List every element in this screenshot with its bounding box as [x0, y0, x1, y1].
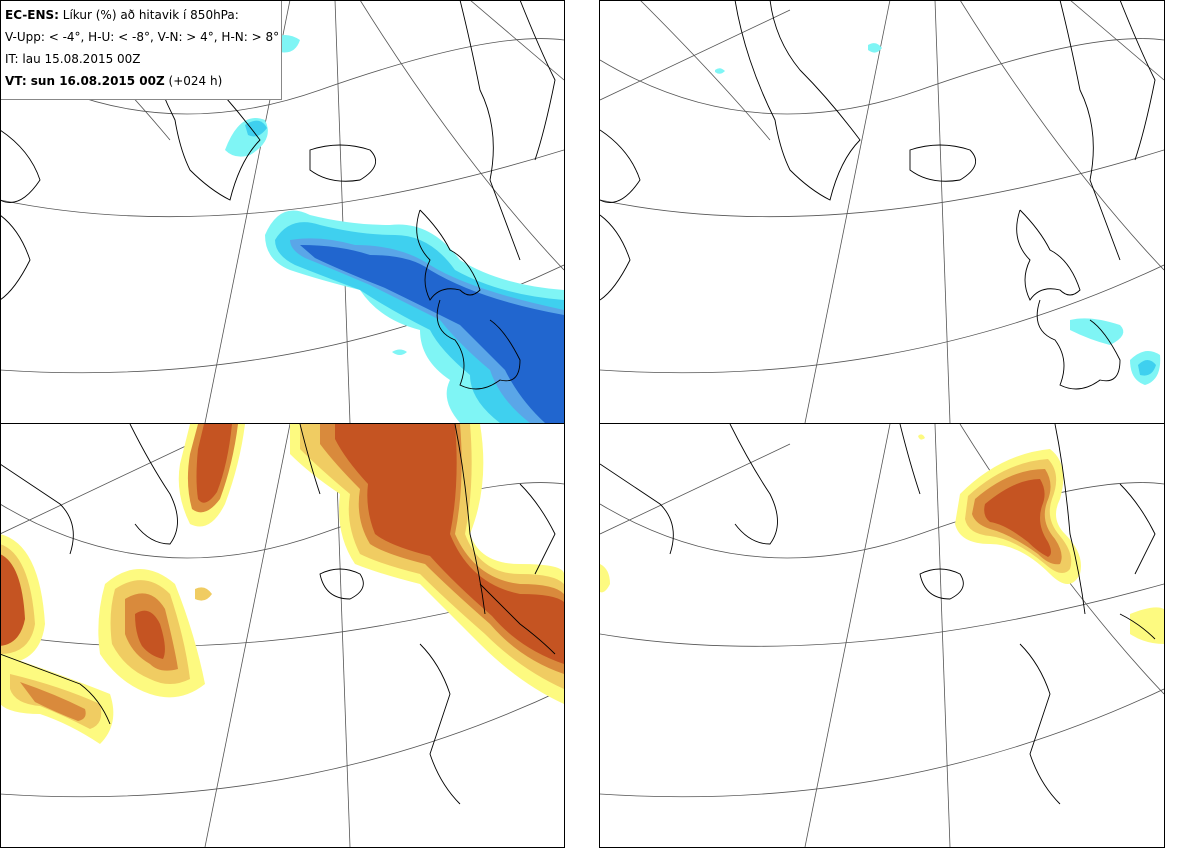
map-panel-bottom-right: 100 95 65 35 5 — [600, 424, 1164, 847]
model-name: EC-ENS: — [5, 8, 59, 22]
map-panel-top-right: 100 95 65 35 5 — [600, 0, 1164, 423]
probability-shading — [0, 424, 564, 744]
probability-map-warm-4 — [0, 424, 564, 847]
coastlines — [600, 0, 1156, 390]
title-line: EC-ENS: Líkur (%) að hitavik í 850hPa: — [5, 4, 276, 26]
valid-time: VT: sun 16.08.2015 00Z — [5, 74, 165, 88]
probability-shading — [225, 35, 564, 423]
probability-shading — [600, 434, 1164, 644]
thresholds-line: V-Upp: < -4°, H-U: < -8°, V-N: > 4°, H-N… — [5, 30, 280, 44]
coastlines — [600, 424, 1156, 805]
map-panel-bottom-left: 100 95 65 35 5 — [0, 424, 564, 847]
probability-map-cold-8 — [600, 0, 1164, 423]
info-box: EC-ENS: Líkur (%) að hitavik í 850hPa: V… — [0, 0, 282, 100]
coastlines — [0, 424, 556, 805]
lead-time: (+024 h) — [168, 74, 223, 88]
probability-shading — [715, 43, 1161, 385]
graticule — [600, 424, 1164, 847]
probability-map-warm-8 — [600, 424, 1164, 847]
init-time: IT: lau 15.08.2015 00Z — [5, 52, 141, 66]
map-title: Líkur (%) að hitavik í 850hPa: — [62, 8, 239, 22]
valid-time-line: VT: sun 16.08.2015 00Z (+024 h) — [5, 70, 276, 92]
graticule — [600, 0, 1164, 423]
